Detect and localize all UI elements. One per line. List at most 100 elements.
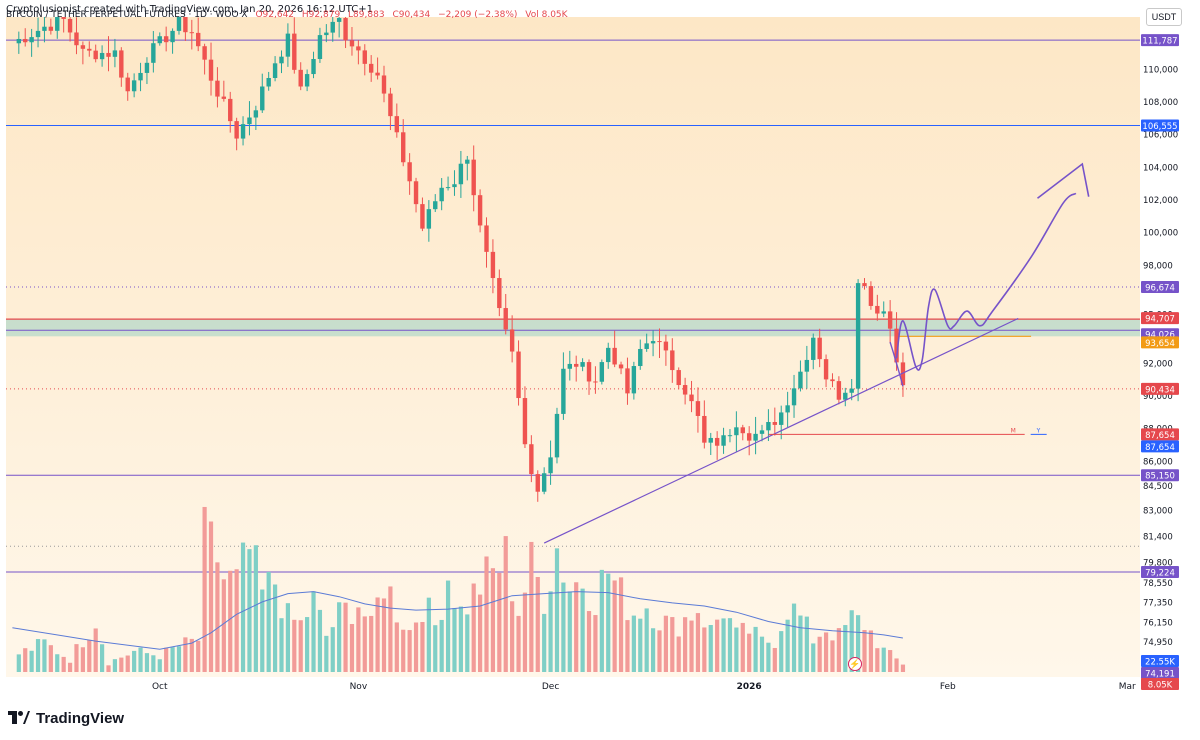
- candle-body: [644, 343, 649, 349]
- volume-bar: [612, 580, 617, 672]
- volume-bar: [522, 592, 528, 672]
- candle-body: [292, 33, 297, 70]
- price-label-support-79224[interactable]: 79,224: [1141, 566, 1179, 579]
- volume-bar: [413, 622, 419, 672]
- volume-bar: [420, 622, 425, 672]
- candle-body: [497, 278, 502, 309]
- ascending-trendline[interactable]: [543, 317, 1019, 544]
- price-label-level-96674[interactable]: 96,674: [1141, 280, 1179, 294]
- symbol-name[interactable]: BITCOIN / TETHER PERPETUAL FUTURES · 1D …: [6, 10, 248, 20]
- volume-bar: [759, 636, 765, 672]
- price-label-volume-current[interactable]: 8.05K: [1141, 678, 1179, 691]
- price-label-resistance-111787[interactable]: 111,787: [1141, 34, 1179, 47]
- y-tick-label: 74,950: [1143, 638, 1173, 648]
- volume-bar: [868, 630, 874, 672]
- volume-readout: Vol 8.05K: [525, 10, 568, 20]
- volume-bar: [305, 617, 310, 672]
- supply-zone[interactable]: [6, 319, 1140, 337]
- candle-body: [702, 415, 707, 443]
- volume-bar: [625, 620, 630, 672]
- price-label-volume-ma[interactable]: 22.55K: [1141, 655, 1179, 668]
- price-label-box: [1141, 312, 1179, 325]
- price-label-text: 74,191: [1145, 670, 1175, 680]
- candle-body: [272, 63, 278, 78]
- volume-bar: [23, 648, 28, 672]
- price-label-level-87654-blue[interactable]: 87,654: [1141, 440, 1179, 453]
- volume-bar: [176, 646, 182, 672]
- volume-bar: [727, 618, 733, 672]
- candle-body: [131, 80, 137, 92]
- volume-bar: [554, 548, 560, 672]
- candle-body: [554, 413, 560, 458]
- price-label-resistance-106555[interactable]: 106,555: [1141, 119, 1179, 133]
- price-label-level-93654[interactable]: 93,654: [1141, 336, 1179, 349]
- candle-body: [394, 116, 400, 133]
- candle-body: [503, 308, 508, 330]
- volume-bar: [683, 617, 688, 672]
- y-tick-label: 108,000: [1143, 98, 1178, 108]
- candle-body: [48, 26, 54, 31]
- projection-path[interactable]: [895, 192, 1077, 371]
- candle-body: [106, 52, 111, 57]
- volume-bar: [394, 622, 399, 672]
- volume-bar: [228, 570, 233, 672]
- price-label-text: 106,555: [1142, 122, 1177, 132]
- candle-body: [625, 368, 630, 394]
- candle-body: [234, 121, 239, 139]
- candle-body: [676, 370, 681, 386]
- price-label-current-price[interactable]: 90,434: [1141, 382, 1179, 396]
- volume-bar: [862, 630, 867, 672]
- volume-bar: [791, 603, 797, 672]
- price-chart[interactable]: M Y Oct Nov Dec 2026 Feb Mar 110,000 108,000 106…: [6, 17, 1194, 697]
- y-tick-label: 90,000: [1143, 392, 1173, 402]
- symbol-legend: BITCOIN / TETHER PERPETUAL FUTURES · 1D …: [6, 10, 573, 20]
- volume-bar: [542, 613, 547, 672]
- chart-canvas[interactable]: M Y Oct Nov Dec 2026 Feb Mar 110,000 108,000 106…: [6, 17, 1194, 697]
- volume-bar: [375, 597, 380, 672]
- price-label-box: [1141, 119, 1179, 132]
- volume-bar: [650, 628, 656, 672]
- price-label-volume-mid[interactable]: 74,191: [1141, 667, 1179, 680]
- price-label-box: [1141, 678, 1179, 690]
- candle-body: [522, 398, 528, 445]
- volume-bar: [362, 616, 367, 672]
- volume-bar: [426, 597, 431, 672]
- candle-body: [336, 18, 342, 22]
- currency-button[interactable]: USDT: [1146, 8, 1182, 26]
- candle-body: [228, 98, 233, 122]
- volume-bar: [388, 586, 393, 672]
- projection-arrowhead[interactable]: [1037, 162, 1090, 199]
- volume-bar: [29, 650, 34, 672]
- volume-bar: [715, 619, 720, 672]
- volume-bar: [599, 569, 604, 672]
- lightning-icon[interactable]: ⚡: [848, 657, 862, 671]
- candle-body: [535, 474, 540, 492]
- price-axis[interactable]: [1140, 17, 1194, 697]
- volume-bar: [119, 657, 124, 672]
- candle-body: [266, 77, 271, 87]
- volume-bar: [87, 639, 92, 672]
- volume-bar: [740, 622, 745, 672]
- volume-bar: [202, 506, 207, 672]
- time-axis[interactable]: [6, 677, 1140, 697]
- volume-bar: [708, 624, 713, 672]
- volume-bar: [497, 572, 502, 672]
- volume-bar: [888, 650, 893, 672]
- candle-body: [875, 305, 880, 314]
- candle-body: [87, 48, 92, 51]
- volume-bar: [830, 640, 835, 672]
- volume-bar: [164, 647, 169, 672]
- volume-bar: [157, 659, 162, 672]
- volume-bar: [663, 615, 668, 672]
- candle-body: [567, 363, 572, 369]
- price-label-level-94707[interactable]: 94,707: [1141, 312, 1179, 325]
- volume-bar: [574, 582, 579, 672]
- price-label-level-87654-red[interactable]: 87,654: [1141, 428, 1179, 441]
- volume-bar: [458, 606, 463, 672]
- price-label-support-85150[interactable]: 85,150: [1141, 469, 1179, 482]
- candle-body: [727, 435, 733, 437]
- volume-bar: [445, 580, 451, 672]
- candle-body: [836, 381, 842, 400]
- volume-bar: [561, 582, 566, 672]
- projection-dip-path[interactable]: [889, 341, 904, 387]
